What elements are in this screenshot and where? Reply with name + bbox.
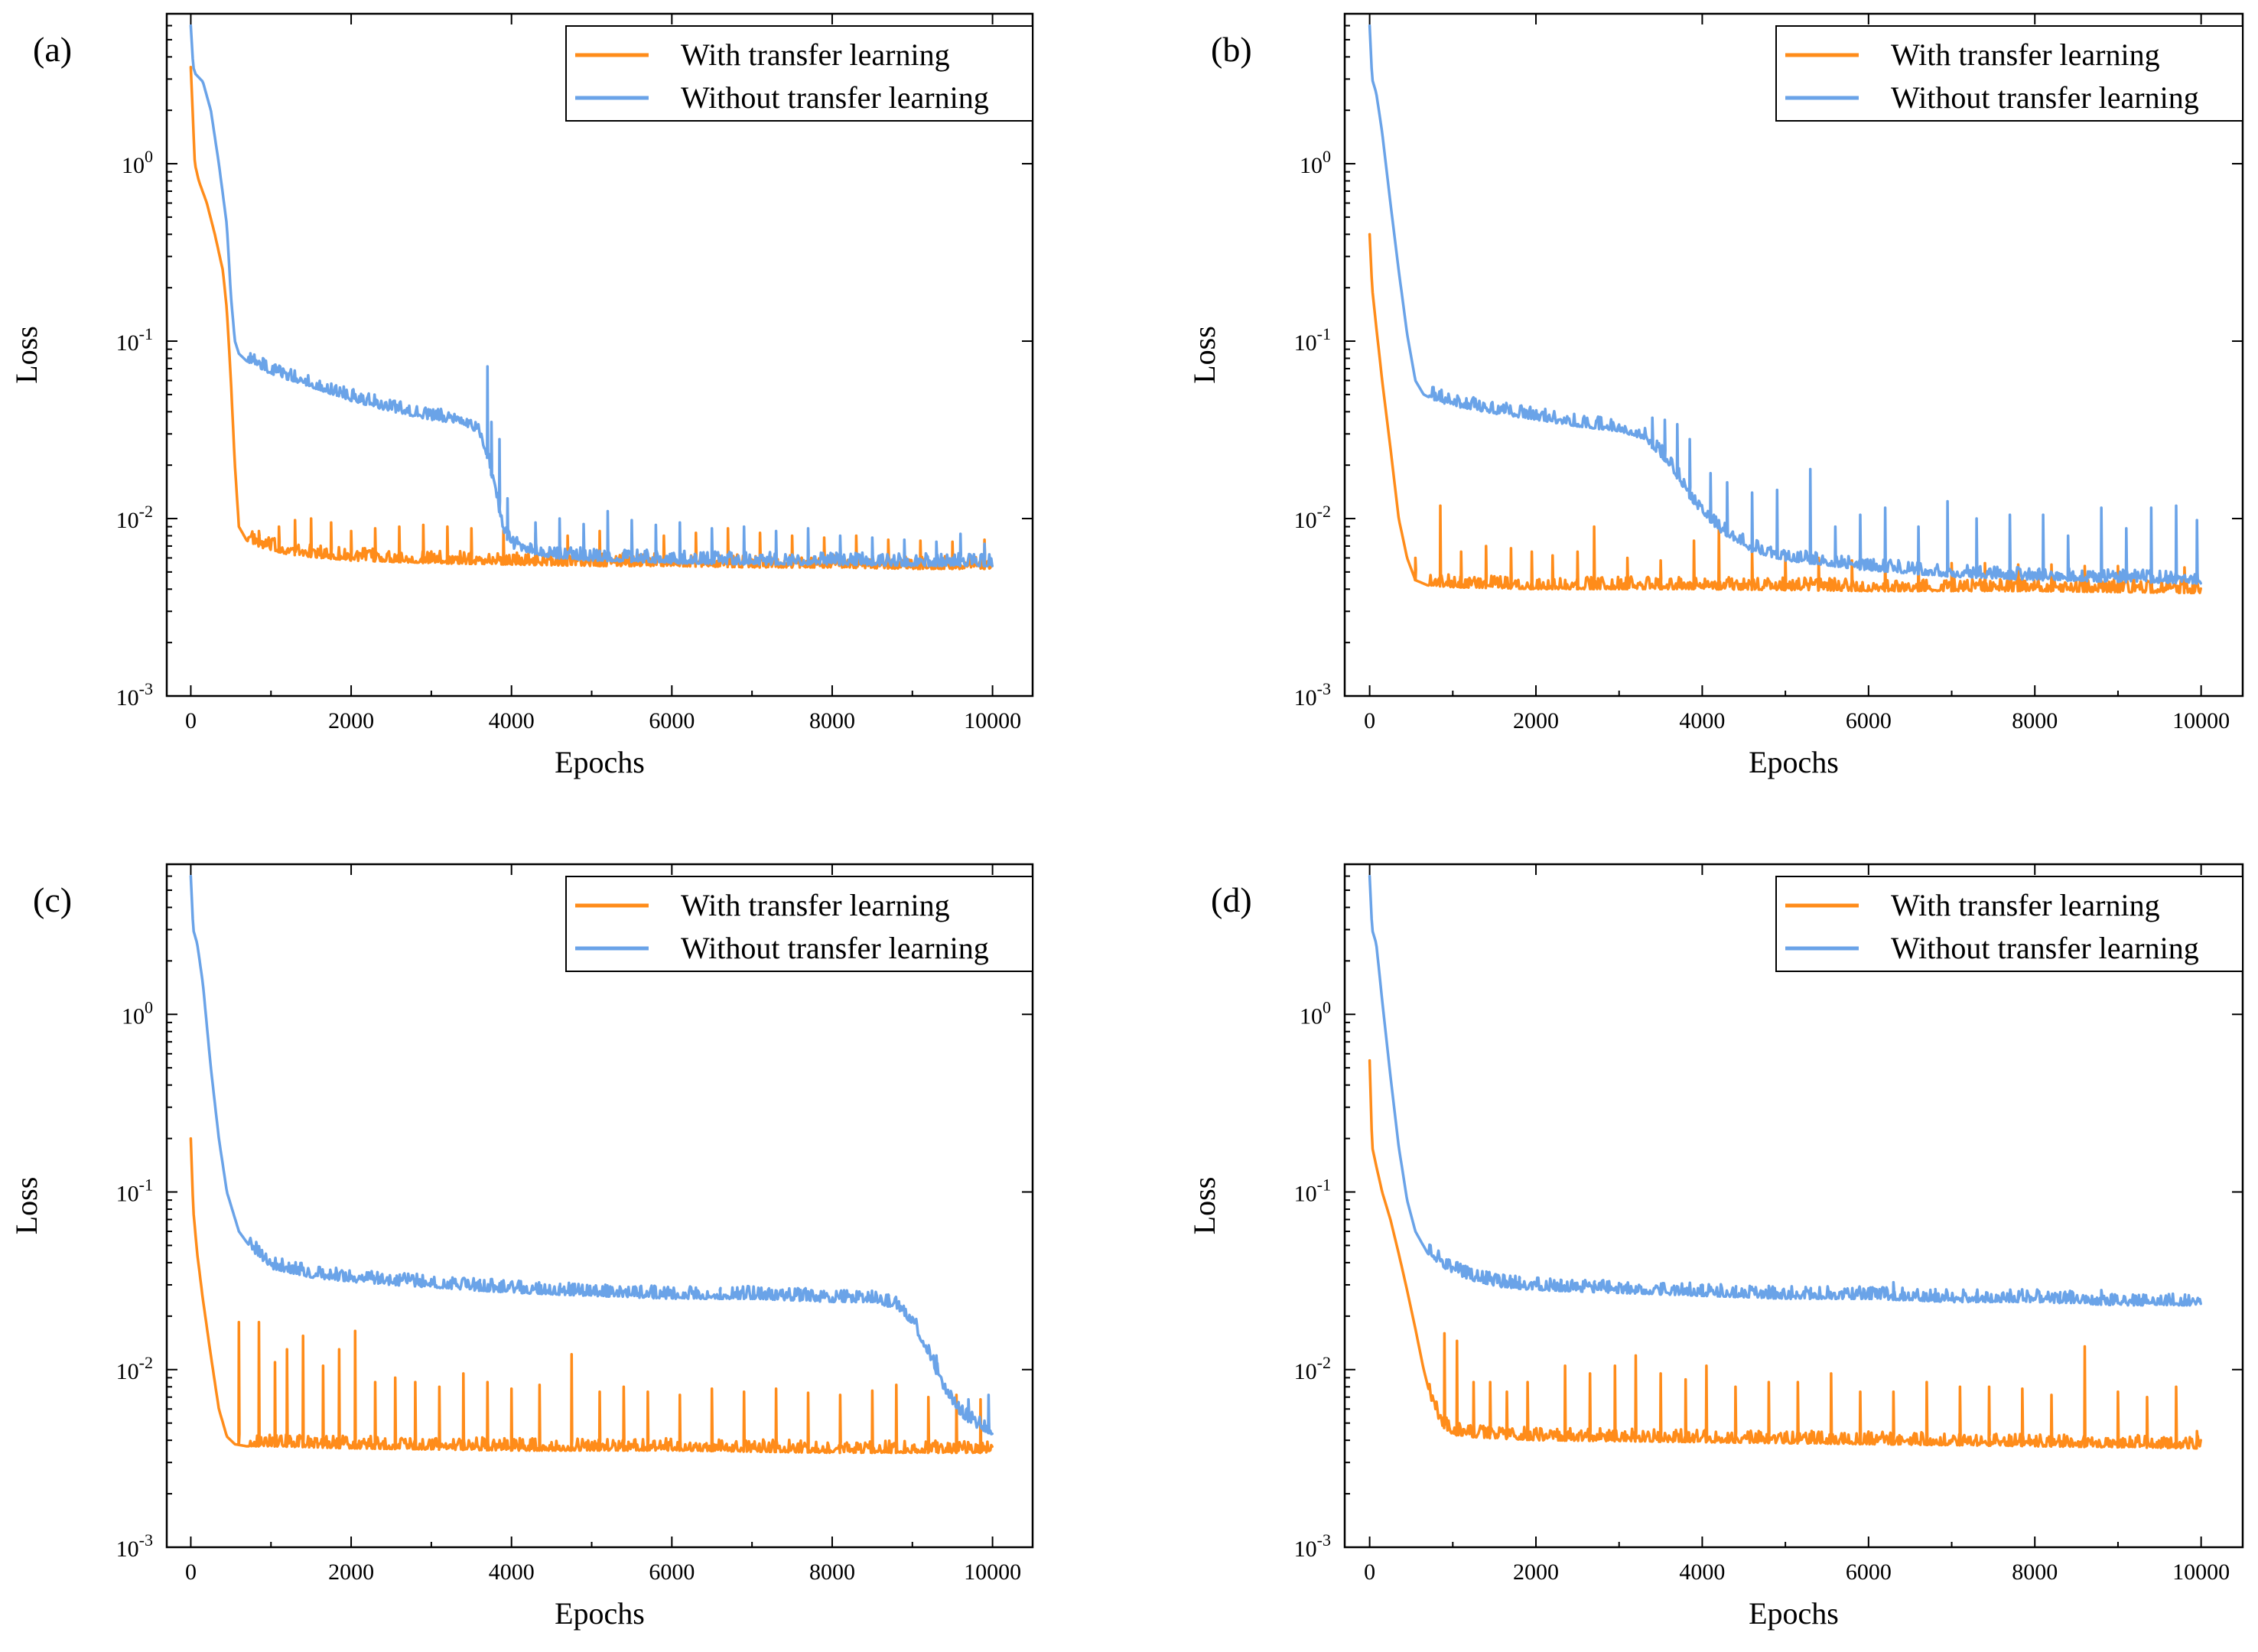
y-tick-label: 100 xyxy=(122,147,153,178)
series-line-with-transfer xyxy=(189,66,994,571)
plot-frame xyxy=(165,863,1034,1549)
y-tick-label: 100 xyxy=(1300,997,1331,1029)
legend-label: Without transfer learning xyxy=(681,80,989,115)
chart-panel-1: 0 2000 4000 6000 8000 10000 10-3 10-2 10-1 100 Epo… xyxy=(9,12,1034,779)
y-axis-label: Loss xyxy=(9,326,44,384)
x-tick-label: 8000 xyxy=(809,708,855,733)
legend-label: With transfer learning xyxy=(681,37,950,72)
series-line-without-transfer xyxy=(1368,874,2202,1307)
y-tick-label: 100 xyxy=(122,997,153,1029)
panel-letter: (d) xyxy=(1211,880,1252,919)
x-tick-label: 8000 xyxy=(2012,1559,2058,1585)
legend-box xyxy=(1775,25,2243,122)
legend-label: Without transfer learning xyxy=(1891,931,2199,965)
legend-label: With transfer learning xyxy=(1891,37,2160,72)
series-line-with-transfer xyxy=(1368,1059,2202,1450)
x-tick-label: 0 xyxy=(185,1559,197,1585)
x-tick-label: 2000 xyxy=(328,1559,374,1585)
legend-box xyxy=(565,876,1033,972)
x-tick-label: 2000 xyxy=(1513,1559,1559,1585)
y-tick-label: 10-3 xyxy=(1294,1530,1331,1562)
y-tick-label: 10-2 xyxy=(1294,1353,1331,1384)
y-tick-label: 10-2 xyxy=(1294,502,1331,533)
x-tick-label: 6000 xyxy=(649,708,695,733)
legend-label: With transfer learning xyxy=(1891,888,2160,922)
y-axis-label: Loss xyxy=(1187,326,1222,384)
x-axis-label: Epochs xyxy=(1749,745,1839,779)
y-tick-label: 10-2 xyxy=(116,502,153,533)
x-tick-label: 0 xyxy=(185,708,197,733)
x-tick-label: 6000 xyxy=(1846,1559,1892,1585)
panel-letter: (a) xyxy=(33,30,72,69)
x-tick-label: 6000 xyxy=(649,1559,695,1585)
chart-panel-4: 0 2000 4000 6000 8000 10000 10-3 10-2 10-1 100 Epo… xyxy=(1187,863,2244,1631)
y-tick-label: 10-1 xyxy=(116,1176,153,1207)
legend-box xyxy=(565,25,1033,122)
panel-data-group xyxy=(189,874,994,1455)
y-tick-label: 10-2 xyxy=(116,1353,153,1384)
panel-letter: (b) xyxy=(1211,30,1252,69)
legend-label: Without transfer learning xyxy=(1891,80,2199,115)
series-line-without-transfer xyxy=(189,874,994,1436)
chart-panel-3: 0 2000 4000 6000 8000 10000 10-3 10-2 10-1 100 Epo… xyxy=(9,863,1034,1631)
y-tick-label: 100 xyxy=(1300,147,1331,178)
y-tick-label: 10-1 xyxy=(1294,324,1331,356)
legend-label: With transfer learning xyxy=(681,888,950,922)
x-tick-label: 0 xyxy=(1364,708,1375,733)
x-tick-label: 4000 xyxy=(489,1559,535,1585)
y-tick-label: 10-1 xyxy=(1294,1176,1331,1207)
series-line-with-transfer xyxy=(1368,233,2202,595)
x-axis-label: Epochs xyxy=(555,1596,645,1631)
x-tick-label: 8000 xyxy=(2012,708,2058,733)
series-line-without-transfer xyxy=(189,24,994,567)
plot-frame xyxy=(1343,863,2244,1549)
x-tick-label: 10000 xyxy=(964,708,1021,733)
panel-data-group xyxy=(1368,874,2202,1450)
y-axis-label: Loss xyxy=(1187,1177,1222,1235)
plot-frame xyxy=(1343,12,2244,698)
x-axis-label: Epochs xyxy=(1749,1596,1839,1631)
panel-data-group xyxy=(189,24,994,571)
x-tick-label: 2000 xyxy=(1513,708,1559,733)
y-tick-label: 10-3 xyxy=(116,1530,153,1562)
x-tick-label: 4000 xyxy=(1679,1559,1725,1585)
x-tick-label: 10000 xyxy=(2172,708,2230,733)
y-tick-label: 10-3 xyxy=(116,679,153,711)
x-axis-label: Epochs xyxy=(555,745,645,779)
x-tick-label: 10000 xyxy=(2172,1559,2230,1585)
y-axis-label: Loss xyxy=(9,1177,44,1235)
x-tick-label: 2000 xyxy=(328,708,374,733)
legend-label: Without transfer learning xyxy=(681,931,989,965)
series-line-with-transfer xyxy=(189,1137,994,1455)
x-tick-label: 0 xyxy=(1364,1559,1375,1585)
legend-box xyxy=(1775,876,2243,972)
chart-panel-2: 0 2000 4000 6000 8000 10000 10-3 10-2 10-1 100 Epo… xyxy=(1187,12,2244,779)
x-tick-label: 6000 xyxy=(1846,708,1892,733)
y-tick-label: 10-1 xyxy=(116,324,153,356)
y-tick-label: 10-3 xyxy=(1294,679,1331,711)
x-tick-label: 8000 xyxy=(809,1559,855,1585)
x-tick-label: 4000 xyxy=(489,708,535,733)
series-line-without-transfer xyxy=(1368,24,2202,585)
panel-letter: (c) xyxy=(33,880,72,919)
x-tick-label: 4000 xyxy=(1679,708,1725,733)
x-tick-label: 10000 xyxy=(964,1559,1021,1585)
panel-data-group xyxy=(1368,24,2202,595)
plot-frame xyxy=(165,12,1034,698)
